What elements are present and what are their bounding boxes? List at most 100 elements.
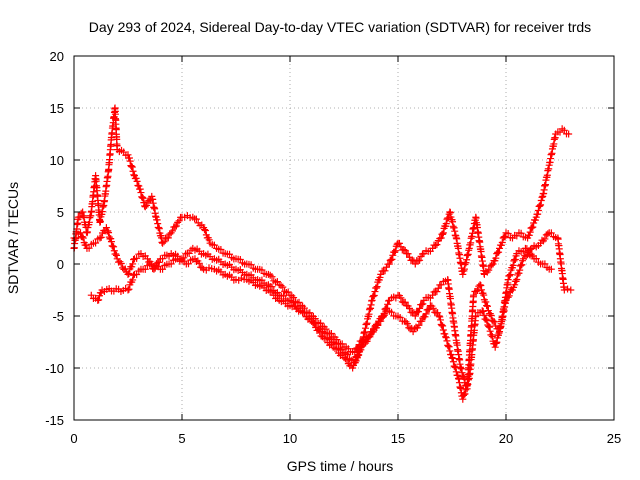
data-point-dense <box>270 277 278 285</box>
data-point-dense <box>415 308 423 316</box>
data-point-dense <box>373 321 381 329</box>
data-point-dense <box>277 282 285 290</box>
data-point-dense <box>465 376 473 384</box>
data-point-dense <box>506 272 514 280</box>
data-point-dense <box>78 233 86 241</box>
data-point-dense <box>172 222 180 230</box>
data-point-dense <box>515 269 523 277</box>
data-point <box>96 234 104 242</box>
data-point-dense <box>452 364 460 372</box>
data-point-dense <box>92 239 100 247</box>
data-point <box>470 291 478 299</box>
data-point-dense <box>488 261 496 269</box>
data-point-dense <box>85 244 93 252</box>
data-point-dense <box>198 264 206 272</box>
data-point-dense <box>175 217 183 225</box>
data-point-dense <box>396 313 404 321</box>
data-point-dense <box>110 243 118 251</box>
data-point-dense <box>192 215 200 223</box>
data-point-dense <box>141 265 149 273</box>
data-point-dense <box>167 260 175 268</box>
data-point <box>385 260 393 268</box>
y-tick-label: 0 <box>57 257 64 272</box>
data-point-dense <box>391 248 399 256</box>
data-point <box>442 333 450 341</box>
data-point-dense <box>437 320 445 328</box>
data-point-dense <box>373 283 381 291</box>
data-point-dense <box>439 229 447 237</box>
data-point <box>76 229 84 237</box>
data-point-dense <box>129 167 137 175</box>
data-point-dense <box>450 362 458 370</box>
data-point-dense <box>381 267 389 275</box>
data-point-dense <box>532 255 540 263</box>
data-point-dense <box>125 269 133 277</box>
y-tick-label: 20 <box>50 49 64 64</box>
data-point-dense <box>452 368 460 376</box>
data-point-dense <box>397 294 405 302</box>
data-point <box>478 307 486 315</box>
data-point-dense <box>138 193 146 201</box>
data-point-dense <box>217 246 225 254</box>
data-point-dense <box>498 238 506 246</box>
data-point-dense <box>95 296 103 304</box>
data-point-dense <box>433 288 441 296</box>
data-point-dense <box>155 258 163 266</box>
data-point-dense <box>125 285 133 293</box>
data-point <box>565 130 573 138</box>
x-tick-label: 20 <box>499 431 513 446</box>
data-point <box>435 312 443 320</box>
data-point-dense <box>536 202 544 210</box>
data-point-dense <box>422 310 430 318</box>
data-point-dense <box>404 250 412 258</box>
data-point-dense <box>444 341 452 349</box>
data-point-dense <box>513 276 521 284</box>
data-point-dense <box>537 196 545 204</box>
data-point <box>124 286 132 294</box>
data-point-dense <box>363 337 371 345</box>
data-point-dense <box>439 326 447 334</box>
data-point-dense <box>389 251 397 259</box>
data-point-dense <box>509 261 517 269</box>
data-point-dense <box>341 355 349 363</box>
data-point-dense <box>439 322 447 330</box>
data-point-dense <box>352 357 360 365</box>
data-point-dense <box>485 266 493 274</box>
data-point-dense <box>472 287 480 295</box>
data-point-dense <box>112 251 120 259</box>
data-point <box>174 218 182 226</box>
data-point-dense <box>439 230 447 238</box>
data-point-dense <box>517 229 525 237</box>
data-point-dense <box>541 260 549 268</box>
data-point-dense <box>446 347 454 355</box>
data-point-dense <box>482 298 490 306</box>
data-point-dense <box>110 247 118 255</box>
data-point-dense <box>449 358 457 366</box>
data-point-dense <box>488 333 496 341</box>
data-point <box>485 322 493 330</box>
data-point-dense <box>127 162 135 170</box>
y-axis-title: SDTVAR / TECUs <box>5 182 21 294</box>
data-point <box>476 281 484 289</box>
data-point-dense <box>516 262 524 270</box>
data-point-dense <box>537 201 545 209</box>
data-point-dense <box>125 154 133 162</box>
data-points <box>70 104 575 403</box>
plot-frame <box>73 55 615 421</box>
data-point-dense <box>544 230 552 238</box>
data-point-dense <box>525 231 533 239</box>
data-point-dense <box>560 126 568 134</box>
data-point-dense <box>461 390 469 398</box>
tick-marks <box>73 55 615 421</box>
data-point-dense <box>376 273 384 281</box>
data-point-dense <box>418 301 426 309</box>
data-point-dense <box>463 382 471 390</box>
data-point-dense <box>480 291 488 299</box>
data-point-dense <box>523 245 531 253</box>
data-point-dense <box>139 194 147 202</box>
data-point-dense <box>486 327 494 335</box>
data-point-dense <box>534 210 542 218</box>
data-point-dense <box>281 287 289 295</box>
data-point-dense <box>401 298 409 306</box>
data-point-dense <box>403 320 411 328</box>
